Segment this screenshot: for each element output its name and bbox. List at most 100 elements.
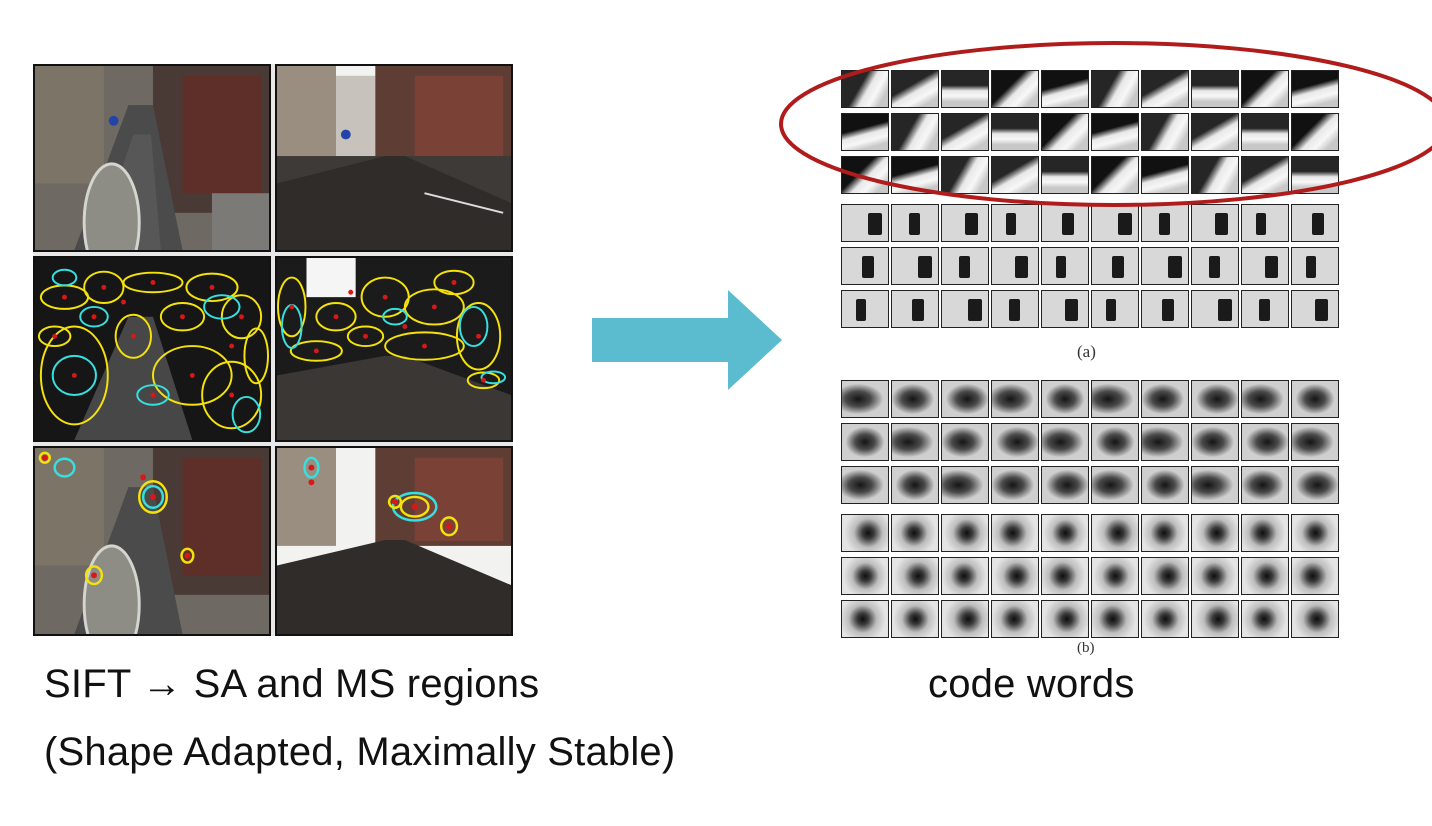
codeword-patch (1041, 380, 1089, 418)
street-image-grid (33, 64, 513, 636)
street-photo-raw-right (275, 64, 513, 252)
codeword-patch (1141, 113, 1189, 151)
codeword-patch (1191, 600, 1239, 638)
codeword-patch (1241, 423, 1289, 461)
codeword-patch (1241, 204, 1289, 242)
panel-b-caption: (b) (1077, 640, 1095, 656)
codeword-patch (1041, 466, 1089, 504)
patch-row (841, 514, 1339, 552)
codeword-patch (1241, 514, 1289, 552)
codeword-patch (1291, 514, 1339, 552)
codeword-patch (1191, 156, 1239, 194)
codeword-patch (991, 156, 1039, 194)
codeword-patch (1291, 557, 1339, 595)
codeword-patch (991, 466, 1039, 504)
codeword-patch (891, 557, 939, 595)
codeword-patch (891, 600, 939, 638)
codeword-patch (941, 290, 989, 328)
codeword-patch (941, 466, 989, 504)
codeword-patch (991, 514, 1039, 552)
codeword-patch (1091, 380, 1139, 418)
codeword-patch (991, 557, 1039, 595)
codeword-patch (891, 204, 939, 242)
codeword-patch (1191, 290, 1239, 328)
patch-row (841, 557, 1339, 595)
codeword-patch (891, 290, 939, 328)
codeword-patch (891, 247, 939, 285)
codeword-patch (841, 423, 889, 461)
street-photo-sift-right (275, 256, 513, 442)
codeword-patch (1241, 156, 1289, 194)
codeword-patch (891, 156, 939, 194)
codeword-patch (991, 204, 1039, 242)
codeword-patch (1091, 514, 1139, 552)
highlight-ellipse (779, 41, 1432, 207)
codeword-patch (941, 380, 989, 418)
codeword-patch (891, 70, 939, 108)
right-arrow-icon (592, 290, 782, 390)
codeword-patch (1291, 70, 1339, 108)
codeword-patch (1191, 380, 1239, 418)
codeword-patch (841, 600, 889, 638)
codeword-patch (1141, 466, 1189, 504)
codeword-patch (991, 423, 1039, 461)
codeword-patch (1241, 600, 1289, 638)
sift-regions-caption: SIFT → SA and MS regions (44, 662, 540, 706)
codeword-patch (1041, 514, 1089, 552)
codeword-patch (1141, 156, 1189, 194)
patch-row (841, 600, 1339, 638)
patch-row (841, 380, 1339, 418)
street-photo-regions-left (33, 446, 271, 636)
codeword-patch (841, 514, 889, 552)
codeword-patch (1041, 600, 1089, 638)
codeword-patch (1141, 204, 1189, 242)
codeword-patch (1241, 557, 1289, 595)
codeword-patch (1041, 204, 1089, 242)
codeword-patch (1241, 113, 1289, 151)
codeword-patch (891, 514, 939, 552)
codeword-patch (841, 113, 889, 151)
codeword-patch (941, 423, 989, 461)
patch-row (841, 247, 1339, 285)
codeword-patch (1091, 557, 1139, 595)
codeword-patch (891, 113, 939, 151)
codeword-patch (841, 247, 889, 285)
codeword-patch (1041, 423, 1089, 461)
codeword-patch (991, 600, 1039, 638)
codeword-patch (941, 113, 989, 151)
codeword-patch (1141, 70, 1189, 108)
codeword-patch (1141, 514, 1189, 552)
codeword-patch (941, 247, 989, 285)
street-photo-regions-right (275, 446, 513, 636)
codeword-patch (991, 290, 1039, 328)
codeword-patch (1141, 423, 1189, 461)
codeword-patch (941, 557, 989, 595)
codeword-patch (1041, 247, 1089, 285)
codeword-patch (941, 514, 989, 552)
street-photo-sift-left (33, 256, 271, 442)
codeword-patch (1141, 290, 1189, 328)
patch-row (841, 204, 1339, 242)
codeword-patch (1191, 466, 1239, 504)
codeword-patch (1291, 466, 1339, 504)
codeword-patch (1191, 113, 1239, 151)
patch-row (841, 423, 1339, 461)
codeword-patch (1091, 247, 1139, 285)
codeword-patch (1191, 557, 1239, 595)
codeword-panel-a (841, 70, 1345, 332)
codeword-patch (1191, 204, 1239, 242)
codeword-patch (1041, 557, 1089, 595)
codeword-patch (1091, 290, 1139, 328)
codeword-patch (841, 466, 889, 504)
codeword-patch (1041, 70, 1089, 108)
codeword-patch (841, 557, 889, 595)
codeword-patch (1091, 600, 1139, 638)
codeword-patch (1041, 290, 1089, 328)
codeword-patch (1091, 423, 1139, 461)
codeword-patch (941, 70, 989, 108)
code-words-caption: code words (928, 662, 1135, 706)
street-photo-raw-left (33, 64, 271, 252)
codeword-patch (1091, 70, 1139, 108)
codeword-patch (1141, 247, 1189, 285)
codeword-patch (1191, 247, 1239, 285)
